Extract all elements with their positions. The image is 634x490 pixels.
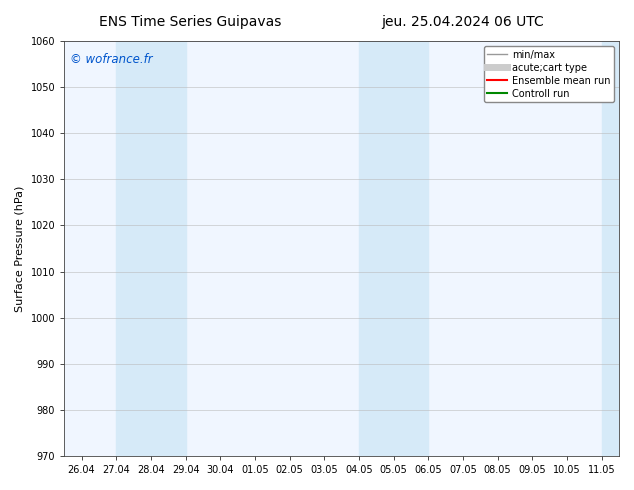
Text: © wofrance.fr: © wofrance.fr (70, 53, 152, 67)
Text: jeu. 25.04.2024 06 UTC: jeu. 25.04.2024 06 UTC (382, 15, 544, 29)
Text: ENS Time Series Guipavas: ENS Time Series Guipavas (99, 15, 281, 29)
Bar (116, 41, 186, 456)
Bar (359, 41, 429, 456)
Legend: min/max, acute;cart type, Ensemble mean run, Controll run: min/max, acute;cart type, Ensemble mean … (484, 46, 614, 102)
Y-axis label: Surface Pressure (hPa): Surface Pressure (hPa) (15, 185, 25, 312)
Bar (602, 41, 619, 456)
